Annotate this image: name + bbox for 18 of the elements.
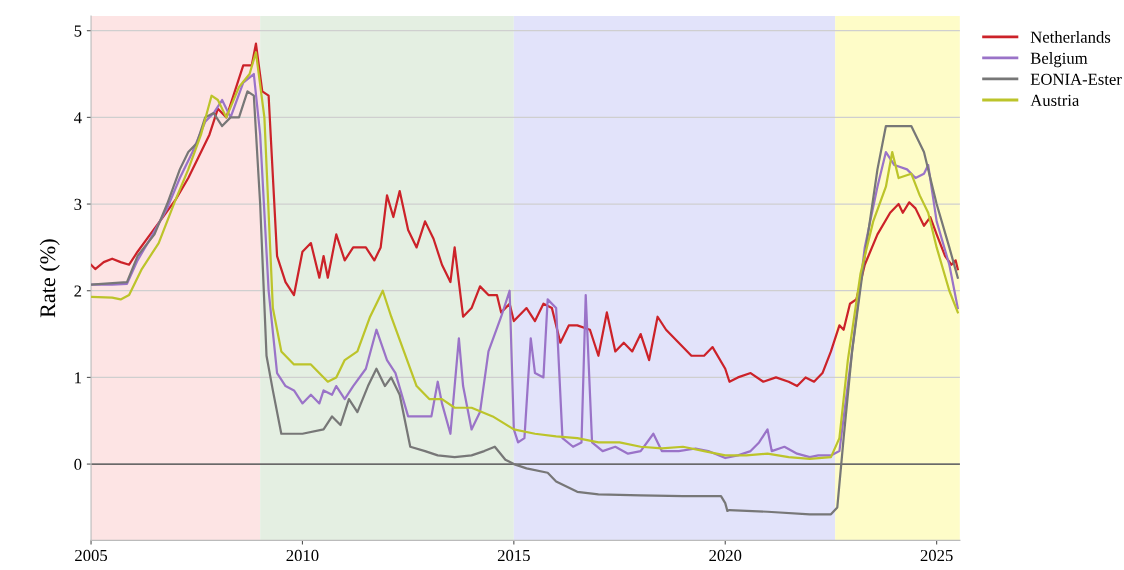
x-tick-label: 2005: [75, 549, 108, 562]
y-tick-label: 5: [74, 25, 82, 37]
y-tick-label: 4: [74, 112, 82, 124]
y-tick-label: 3: [74, 198, 82, 210]
legend-label: Austria: [1030, 94, 1080, 106]
legend-label: EONIA-Ester: [1030, 73, 1122, 85]
x-tick-label: 2010: [286, 549, 319, 562]
x-tick-label: 2025: [920, 549, 953, 562]
legend-label: Belgium: [1030, 52, 1088, 68]
y-tick-label: 1: [75, 372, 82, 384]
legend-label: Netherlands: [1030, 31, 1111, 43]
x-tick-label: 2015: [497, 549, 530, 562]
y-tick-label: 2: [74, 285, 82, 297]
y-tick-label: 0: [74, 458, 82, 471]
x-tick-label: 2020: [709, 549, 742, 562]
line-series: [91, 90, 959, 516]
line-series: [91, 42, 959, 388]
y-axis-title: Rate (%): [39, 239, 60, 318]
